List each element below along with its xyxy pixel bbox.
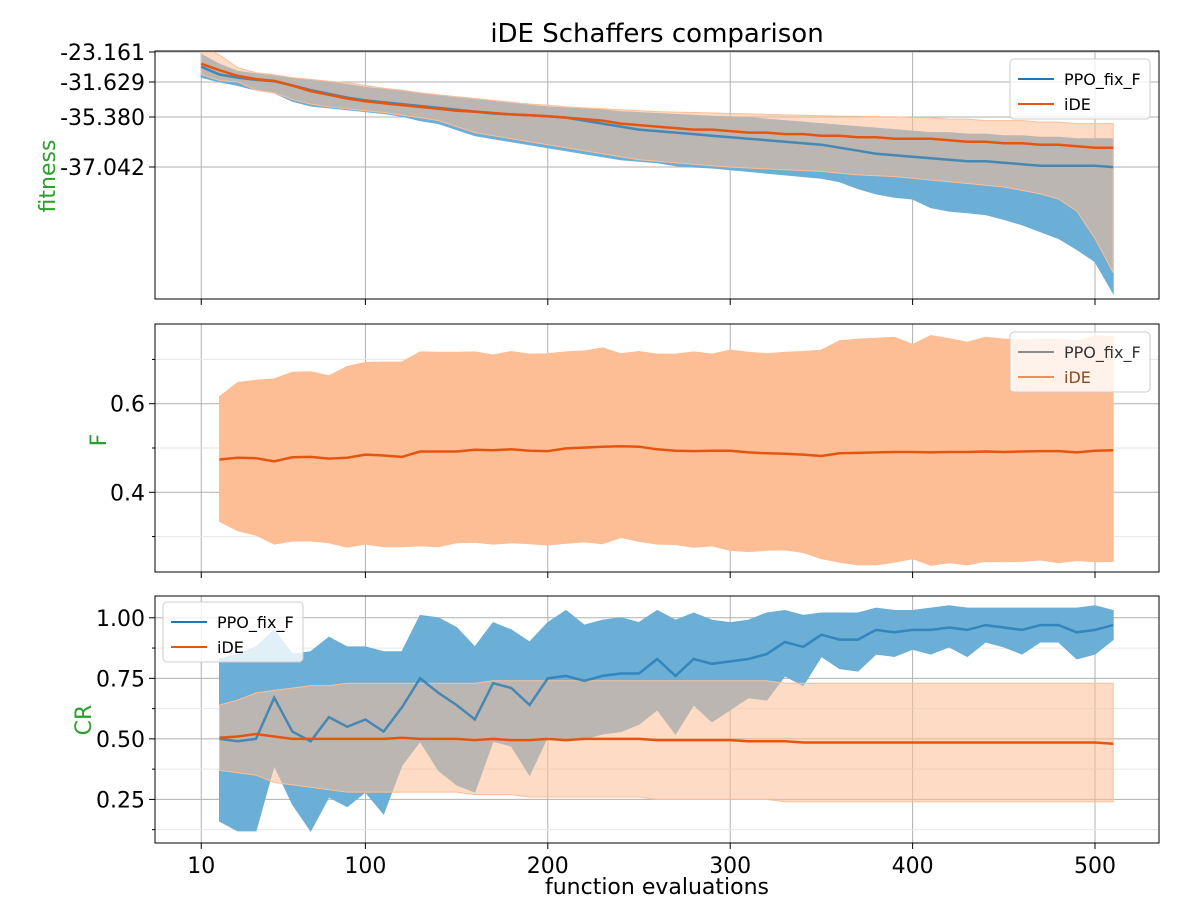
y-tick-label: -31.629 <box>60 71 145 96</box>
legend-label: iDE <box>1064 95 1091 114</box>
plot-area <box>219 334 1114 566</box>
y-tick-label: 0.50 <box>96 728 145 753</box>
axes-frame <box>154 595 1160 844</box>
panel-F: 0.4 0.6 F PPO_fix_F iDE <box>87 323 1160 578</box>
y-tick-label: -37.042 <box>60 156 145 181</box>
line-ide <box>219 732 1114 745</box>
legend-label: iDE <box>1064 368 1091 387</box>
legend-label: iDE <box>217 638 244 657</box>
chart-title: iDE Schaffers comparison <box>490 19 823 49</box>
axes-frame <box>154 323 1160 573</box>
legend-label: PPO_fix_F <box>1064 343 1141 363</box>
legend: PPO_fix_F iDE <box>1009 331 1151 393</box>
x-tick-label: 10 <box>187 854 215 879</box>
line-ide <box>200 62 1114 149</box>
y-tick-label: 1.00 <box>96 607 145 632</box>
axes-frame <box>154 50 1160 300</box>
plot-area <box>200 51 1114 296</box>
y-axis-label: fitness <box>36 140 61 213</box>
x-axis-label: function evaluations <box>545 875 769 900</box>
x-tick-label: 400 <box>892 854 934 879</box>
legend-label: PPO_fix_F <box>217 613 294 633</box>
x-tick-label: 300 <box>709 854 751 879</box>
band-ide <box>200 51 1114 273</box>
x-tick-label: 100 <box>344 854 386 879</box>
x-tick-label: 200 <box>527 854 569 879</box>
panel-CR: 10 100 200 300 400 500 0.25 0.50 0.75 1.00 CR PPO_f… <box>72 595 1160 879</box>
y-tick-label: 0.75 <box>96 667 145 692</box>
x-tick-label: 500 <box>1074 854 1116 879</box>
line-ppo-fix-f <box>219 623 1114 743</box>
y-axis-label: F <box>87 434 112 447</box>
legend: PPO_fix_F iDE <box>162 601 304 663</box>
legend: PPO_fix_F iDE <box>1009 58 1151 120</box>
line-ide <box>219 444 1114 463</box>
y-tick-label: -23.161 <box>60 41 145 66</box>
y-tick-label: -35.380 <box>60 106 145 131</box>
plot-area <box>219 605 1114 832</box>
y-axis-label: CR <box>72 705 97 736</box>
y-tick-label: 0.6 <box>110 393 145 418</box>
legend-label: PPO_fix_F <box>1064 70 1141 90</box>
y-tick-label: 0.4 <box>110 481 145 506</box>
y-tick-label: 0.25 <box>96 788 145 813</box>
